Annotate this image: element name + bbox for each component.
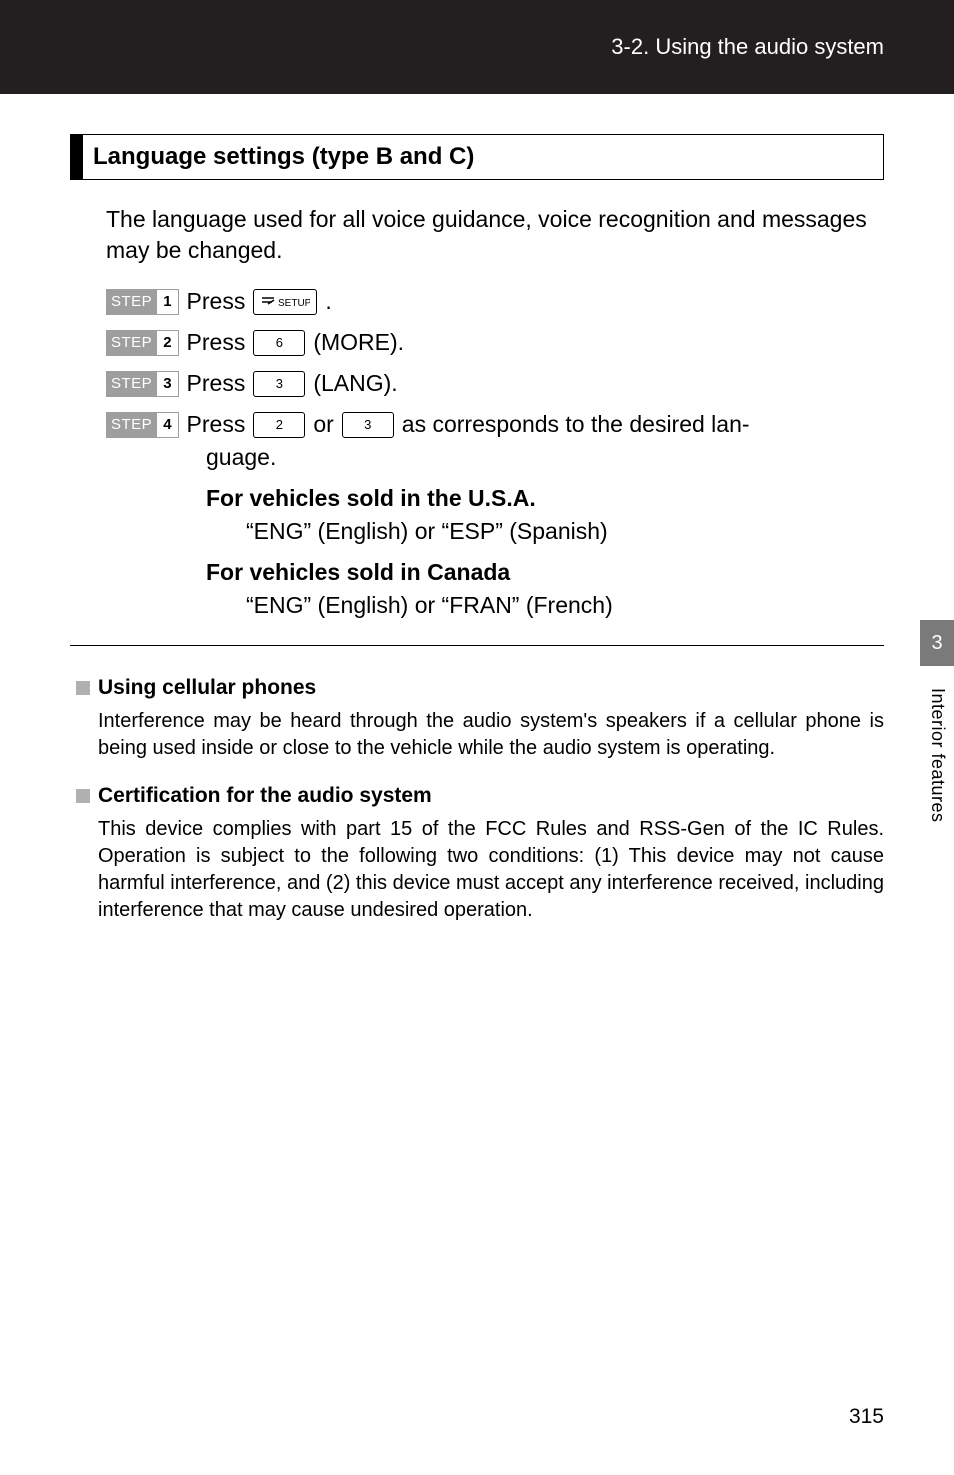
step-text: Press xyxy=(187,370,246,397)
key-6-icon: 6 xyxy=(253,330,305,356)
divider xyxy=(70,645,884,646)
canada-body: “ENG” (English) or “FRAN” (French) xyxy=(246,592,884,619)
step-1: STEP 1 Press SETUP . xyxy=(106,288,884,315)
canada-heading: For vehicles sold in Canada xyxy=(206,559,884,586)
step-badge-number: 1 xyxy=(157,289,178,315)
breadcrumb: 3-2. Using the audio system xyxy=(611,34,884,60)
step-text: Press xyxy=(187,329,246,356)
note-title-text: Using cellular phones xyxy=(98,676,316,700)
page: 3-2. Using the audio system Language set… xyxy=(0,0,954,1475)
svg-text:SETUP: SETUP xyxy=(278,298,310,309)
page-number: 315 xyxy=(849,1405,884,1429)
step-text-tail: (MORE). xyxy=(313,329,404,356)
step-badge: STEP 4 xyxy=(106,412,179,438)
step-conj: or xyxy=(313,411,333,438)
note-body: Interference may be heard through the au… xyxy=(98,708,884,762)
step-text: Press xyxy=(187,411,246,438)
note-title-text: Certification for the audio system xyxy=(98,784,432,808)
step-badge-number: 4 xyxy=(157,412,178,438)
step-3: STEP 3 Press 3 (LANG). xyxy=(106,370,884,397)
key-2-icon: 2 xyxy=(253,412,305,438)
usa-body: “ENG” (English) or “ESP” (Spanish) xyxy=(246,518,884,545)
step-badge-label: STEP xyxy=(106,412,157,438)
step-badge-label: STEP xyxy=(106,371,157,397)
step-2: STEP 2 Press 6 (MORE). xyxy=(106,329,884,356)
step-badge-label: STEP xyxy=(106,330,157,356)
step-badge: STEP 1 xyxy=(106,289,179,315)
key-3-icon: 3 xyxy=(253,371,305,397)
section-title: Language settings (type B and C) xyxy=(83,135,474,179)
section-heading: Language settings (type B and C) xyxy=(70,134,884,180)
header-bar: 3-2. Using the audio system xyxy=(0,0,954,94)
step-text-tail: (LANG). xyxy=(313,370,397,397)
intro-paragraph: The language used for all voice guidance… xyxy=(106,204,884,266)
step-badge: STEP 3 xyxy=(106,371,179,397)
note-title-row: Certification for the audio system xyxy=(76,784,884,808)
canada-block: For vehicles sold in Canada “ENG” (Engli… xyxy=(206,559,884,619)
square-bullet-icon xyxy=(76,789,90,803)
step-text-tail: . xyxy=(325,288,331,315)
note-title-row: Using cellular phones xyxy=(76,676,884,700)
note-certification: Certification for the audio system This … xyxy=(76,784,884,924)
step-badge-number: 2 xyxy=(157,330,178,356)
note-body: This device complies with part 15 of the… xyxy=(98,816,884,924)
step-badge-label: STEP xyxy=(106,289,157,315)
step-badge: STEP 2 xyxy=(106,330,179,356)
note-cellular: Using cellular phones Interference may b… xyxy=(76,676,884,762)
content-area: Language settings (type B and C) The lan… xyxy=(0,94,954,924)
step-4-wrap: guage. xyxy=(206,444,884,471)
section-heading-accent xyxy=(71,135,83,179)
key-3-icon: 3 xyxy=(342,412,394,438)
square-bullet-icon xyxy=(76,681,90,695)
step-4: STEP 4 Press 2 or 3 as corresponds to th… xyxy=(106,411,884,438)
step-text: Press xyxy=(187,288,246,315)
steps-list: STEP 1 Press SETUP . STEP 2 xyxy=(106,288,884,619)
step-badge-number: 3 xyxy=(157,371,178,397)
setup-key-icon: SETUP xyxy=(253,289,317,315)
chapter-label: Interior features xyxy=(927,688,948,823)
step-text-tail: as corresponds to the desired lan- xyxy=(402,411,750,438)
chapter-tab: 3 xyxy=(920,620,954,666)
usa-block: For vehicles sold in the U.S.A. “ENG” (E… xyxy=(206,485,884,545)
usa-heading: For vehicles sold in the U.S.A. xyxy=(206,485,884,512)
